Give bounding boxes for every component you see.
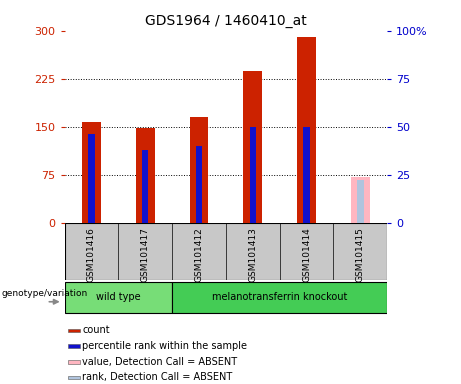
Bar	[243, 71, 262, 223]
Bar	[82, 122, 101, 223]
Text: melanotransferrin knockout: melanotransferrin knockout	[212, 292, 347, 302]
Bar	[172, 282, 387, 313]
Text: genotype/variation: genotype/variation	[1, 289, 88, 298]
Text: GSM101413: GSM101413	[248, 227, 257, 282]
Bar	[142, 150, 148, 223]
Text: count: count	[83, 326, 110, 336]
Text: GSM101414: GSM101414	[302, 227, 311, 282]
Bar	[189, 117, 208, 223]
Bar	[68, 344, 80, 348]
Text: GSM101412: GSM101412	[195, 227, 203, 282]
Text: GSM101416: GSM101416	[87, 227, 96, 282]
Text: rank, Detection Call = ABSENT: rank, Detection Call = ABSENT	[83, 372, 233, 382]
Bar	[357, 180, 364, 223]
Bar	[303, 127, 310, 223]
Bar	[249, 127, 256, 223]
Bar	[65, 282, 172, 313]
Bar	[68, 329, 80, 333]
Bar	[68, 376, 80, 379]
Text: GSM101417: GSM101417	[141, 227, 150, 282]
Bar	[88, 134, 95, 223]
Text: GSM101415: GSM101415	[356, 227, 365, 282]
Text: value, Detection Call = ABSENT: value, Detection Call = ABSENT	[83, 357, 237, 367]
Title: GDS1964 / 1460410_at: GDS1964 / 1460410_at	[145, 14, 307, 28]
Bar	[297, 37, 316, 223]
Bar	[68, 360, 80, 364]
Bar	[196, 146, 202, 223]
Bar	[351, 177, 370, 223]
Bar	[136, 128, 154, 223]
Text: wild type: wild type	[96, 292, 141, 302]
Text: percentile rank within the sample: percentile rank within the sample	[83, 341, 248, 351]
